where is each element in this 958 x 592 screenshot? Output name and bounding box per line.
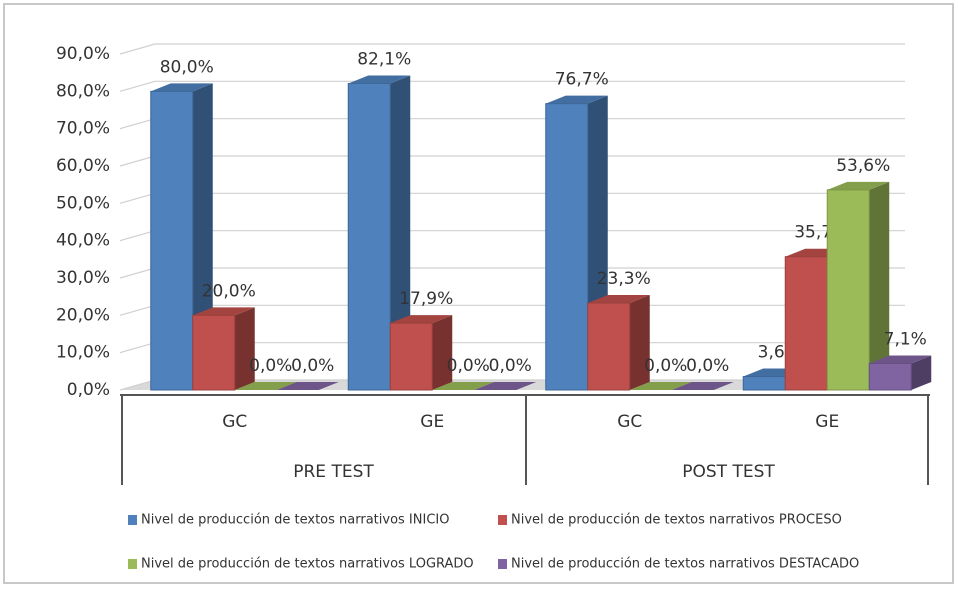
- legend-swatch: [128, 515, 137, 525]
- value-label: 0,0%: [447, 356, 490, 376]
- bar-top: [276, 382, 339, 390]
- bar: [347, 82, 391, 391]
- x-tick-label: GE: [420, 412, 444, 432]
- legend-swatch: [128, 559, 137, 569]
- bar: [587, 302, 631, 391]
- legend-swatch: [498, 515, 507, 525]
- grid-line: [119, 80, 905, 92]
- legend-label: Nivel de producción de textos narrativos…: [141, 513, 449, 528]
- group-label: POST TEST: [682, 462, 775, 482]
- bar: [868, 362, 912, 391]
- bar-top: [474, 382, 537, 390]
- y-tick-label: 90,0%: [56, 44, 110, 64]
- bar-top: [348, 75, 411, 84]
- value-label: 20,0%: [202, 281, 256, 301]
- bar: [545, 103, 589, 391]
- group-label: PRE TEST: [293, 462, 374, 482]
- value-label: 76,7%: [555, 70, 609, 90]
- value-label: 82,1%: [357, 49, 411, 69]
- value-label: 53,6%: [836, 156, 890, 176]
- bar-side: [911, 355, 932, 390]
- y-tick-label: 10,0%: [56, 343, 110, 363]
- bar-side: [869, 181, 890, 390]
- bar: [389, 322, 433, 391]
- value-label: 0,0%: [249, 356, 292, 376]
- bar-top: [629, 382, 692, 390]
- x-tick-label: GE: [815, 412, 839, 432]
- value-label: 7,1%: [884, 329, 927, 349]
- value-label: 0,0%: [291, 356, 334, 376]
- bar-top: [671, 382, 734, 390]
- bar-top: [587, 295, 650, 304]
- value-label: 0,0%: [686, 356, 729, 376]
- y-tick-label: 30,0%: [56, 268, 110, 288]
- value-label: 17,9%: [399, 289, 453, 309]
- bar-top: [545, 95, 608, 104]
- bar: [784, 256, 828, 391]
- y-tick-label: 50,0%: [56, 193, 110, 213]
- bar: [192, 314, 236, 391]
- y-tick-label: 60,0%: [56, 156, 110, 176]
- bar: [742, 376, 786, 391]
- bar-top: [192, 307, 255, 316]
- x-tick-label: GC: [617, 412, 642, 432]
- bar: [150, 90, 194, 391]
- y-tick-label: 0,0%: [67, 380, 110, 400]
- bar: [826, 189, 870, 391]
- bar-top: [827, 181, 890, 190]
- grid-line: [119, 43, 905, 55]
- bar-side: [390, 75, 411, 390]
- bar-side: [629, 295, 650, 390]
- value-label: 23,3%: [597, 269, 651, 289]
- x-tick-label: GC: [222, 412, 247, 432]
- bar-top: [869, 355, 932, 364]
- bar-top: [432, 382, 495, 390]
- legend-label: Nivel de producción de textos narrativos…: [511, 557, 859, 572]
- y-tick-label: 40,0%: [56, 231, 110, 251]
- bar-side: [432, 315, 453, 390]
- legend-label: Nivel de producción de textos narrativos…: [141, 557, 474, 572]
- value-label: 0,0%: [489, 356, 532, 376]
- bar-side: [234, 307, 255, 390]
- y-tick-label: 80,0%: [56, 81, 110, 101]
- value-label: 80,0%: [160, 57, 214, 77]
- bar-top: [150, 83, 213, 92]
- legend-swatch: [498, 559, 507, 569]
- bar-top: [234, 382, 297, 390]
- y-tick-label: 70,0%: [56, 119, 110, 139]
- legend-label: Nivel de producción de textos narrativos…: [511, 513, 842, 528]
- y-tick-label: 20,0%: [56, 305, 110, 325]
- bar-top: [390, 315, 453, 324]
- value-label: 0,0%: [644, 356, 687, 376]
